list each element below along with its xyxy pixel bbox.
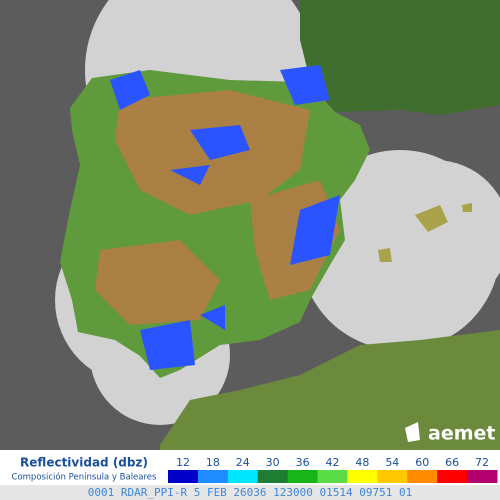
aemet-logo: aemet: [405, 422, 495, 445]
legend-swatch: [407, 470, 438, 483]
legend-value: 60: [415, 456, 429, 469]
legend-value: 36: [296, 456, 310, 469]
legend-swatch: [168, 470, 199, 483]
islands: [378, 203, 472, 262]
africa: [160, 330, 500, 450]
status-bar: [0, 485, 500, 500]
legend-value: 48: [355, 456, 369, 469]
legend-swatch: [437, 470, 468, 483]
status-line: 0001 RDAR_PPI-R 5 FEB 26036 123000 01514…: [88, 486, 413, 499]
legend-value: 66: [445, 456, 459, 469]
legend-swatch: [377, 470, 408, 483]
legend-swatch: [317, 470, 348, 483]
legend-value: 54: [385, 456, 399, 469]
legend-swatch: [257, 470, 289, 483]
logo: aemet: [428, 423, 495, 445]
france: [300, 0, 500, 115]
legend-value: 42: [326, 456, 340, 469]
legend-swatch: [197, 470, 229, 483]
legend-swatch: [287, 470, 319, 483]
legend-value: 12: [176, 456, 190, 469]
legend-value: 30: [266, 456, 280, 469]
legend-subtitle: Composición Península y Baleares: [12, 472, 158, 483]
legend-value: 24: [236, 456, 250, 469]
echoes: [110, 65, 340, 370]
legend-value: 72: [475, 456, 489, 469]
legend-swatch: [227, 470, 259, 483]
legend-scale: 12 18 24 30 36 42 48 54 60 66 72: [168, 456, 498, 483]
legend-swatch: [347, 470, 378, 483]
legend-swatch: [467, 470, 498, 483]
legend-value: 18: [206, 456, 220, 469]
legend-title: Reflectividad (dbz): [20, 456, 148, 470]
